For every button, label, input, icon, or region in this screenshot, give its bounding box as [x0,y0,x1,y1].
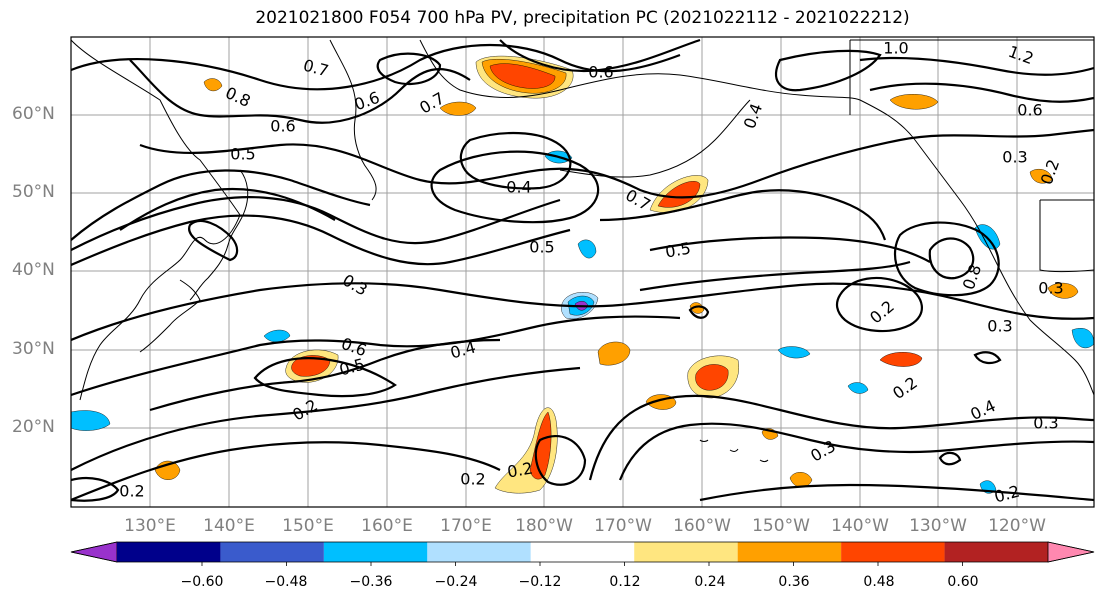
contour-label: 0.5 [529,237,555,257]
colorbar-tick: 0.48 [863,574,895,590]
precip-blob [577,239,597,259]
lon-label-150w: 150°W [752,516,810,536]
contour-label: 0.2 [119,481,145,501]
lon-label-160e: 160°E [361,516,413,536]
pv-contours [71,38,1094,502]
colorbar-tick: 0.60 [947,574,979,590]
colorbar-tick: −0.12 [518,574,562,590]
lon-label-130e: 130°E [124,516,176,536]
precip-blob [657,181,701,208]
lon-label-180w: 180°W [515,516,573,536]
precip-blob [597,341,631,366]
contour-label: 0.6 [1017,100,1043,120]
lat-label-40n: 40°N [12,260,55,280]
precip-blob [695,364,729,391]
lon-label-170w: 170°W [594,516,652,536]
colorbar [70,541,1095,566]
lat-label-20n: 20°N [12,417,55,437]
colorbar-segment [737,542,842,562]
colorbar-segment [323,542,428,562]
colorbar-segment [427,542,531,562]
precip-blob [71,410,111,431]
contour-label: 0.2 [460,469,486,489]
colorbar-tick: −0.24 [434,574,478,590]
precip-blob [777,346,811,359]
colorbar-segment [220,542,324,562]
precip-blob [489,63,556,89]
colorbar-tick: −0.60 [180,574,224,590]
plot-area [71,37,1094,507]
precip-blob [1071,328,1094,349]
lon-label-140e: 140°E [203,516,255,536]
map-frame [70,36,1095,508]
colorbar-segment [841,542,945,562]
map-title: 2021021800 F054 700 hPa PV, precipitatio… [255,8,910,28]
colorbar-tick: 0.12 [609,574,641,590]
colorbar-outline [70,541,1095,563]
lat-label-30n: 30°N [12,339,55,359]
gridlines [71,37,1094,507]
colorbar-tick: −0.36 [349,574,393,590]
colorbar-segment [117,542,221,562]
precip-blob [789,472,813,488]
contour-label: 0.3 [1038,278,1064,298]
lon-label-140w: 140°W [831,516,889,536]
precip-blob [1029,169,1053,184]
contour-label: 0.6 [270,116,296,136]
colorbar-extend-high [1047,541,1095,563]
contour-label: 0.3 [987,316,1013,336]
colorbar-segment [944,542,1048,562]
contour-label: 0.3 [1033,413,1059,433]
lon-label-150e: 150°E [282,516,334,536]
contour-label: 0.5 [230,144,256,164]
lat-label-60n: 60°N [12,104,55,124]
precip-blob [263,329,291,343]
precip-blob [203,78,223,92]
colorbar-segment [634,542,738,562]
precip-blob [689,302,705,314]
contour-label: 0.4 [506,177,532,197]
contour-label: 0.6 [588,62,614,82]
precip-blob [847,382,869,394]
precip-blob [529,411,552,480]
precip-blob [879,352,923,367]
colorbar-extend-low [70,541,118,563]
colorbar-tick: 0.24 [694,574,726,590]
precip-blob [439,101,477,116]
lon-label-160w: 160°W [673,516,731,536]
precip-positive [154,55,1079,494]
precip-blob [1047,282,1079,299]
colorbar-segment [530,542,635,562]
colorbar-tick: −0.48 [264,574,308,590]
lat-label-50n: 50°N [12,182,55,202]
contour-label: 0.3 [1002,147,1028,167]
lon-label-130w: 130°W [909,516,967,536]
contour-label: 1.0 [883,38,909,58]
precip-negative [71,150,1094,494]
lon-label-120w: 120°W [988,516,1046,536]
precip-blob [889,94,939,110]
colorbar-tick: 0.36 [778,574,810,590]
lon-label-170e: 170°E [440,516,492,536]
precip-blob [291,355,331,377]
